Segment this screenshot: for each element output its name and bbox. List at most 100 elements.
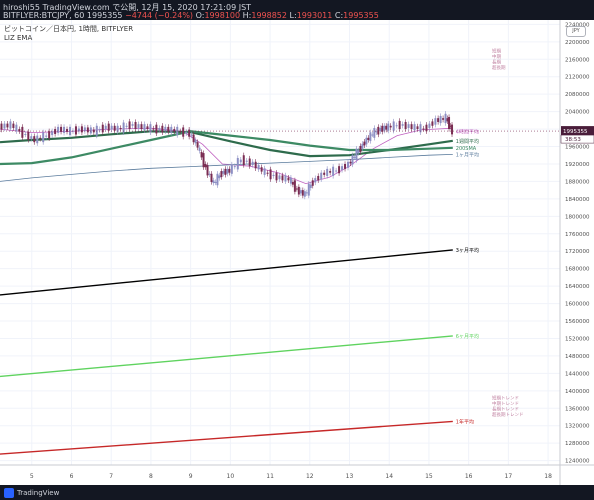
symbol-ohlc-line: BITFLYER:BTCJPY, 60 1995355 −4744 (−0.24… <box>3 11 379 20</box>
candle-body <box>104 125 107 130</box>
candle-body <box>51 131 54 136</box>
candle-body <box>36 135 39 144</box>
candle-body <box>251 161 254 166</box>
candle-body <box>275 172 278 181</box>
candle-body <box>404 121 407 130</box>
current-price-tag: 1995355 <box>563 129 588 135</box>
candle-body <box>295 188 298 190</box>
candle-body <box>119 127 122 130</box>
candle-body <box>179 131 182 133</box>
chart-footer-bar: TradingView <box>0 485 594 500</box>
x-tick-label: 15 <box>425 473 433 480</box>
indicator-line <box>0 130 453 166</box>
candle-body <box>416 126 419 130</box>
candle-body <box>392 121 395 131</box>
candle-body <box>309 184 312 188</box>
tradingview-logo-text: TradingView <box>17 489 60 497</box>
candle-body <box>266 172 269 174</box>
y-tick-label: 1960000 <box>565 145 590 151</box>
candle-body <box>410 124 413 130</box>
candle-body <box>63 126 66 133</box>
y-tick-label: 1520000 <box>565 336 590 342</box>
candle-body <box>57 126 60 133</box>
candle-body <box>407 124 410 128</box>
price-chart[interactable]: 2240000 2200000 2160000 2120000 2080000 20400… <box>0 20 594 485</box>
candle-body <box>373 127 376 138</box>
candle-body <box>281 175 284 181</box>
candle-body <box>442 118 445 120</box>
tradingview-logo[interactable]: TradingView <box>4 488 64 498</box>
candle-body <box>428 123 431 128</box>
candle-body <box>359 145 362 152</box>
x-tick-label: 9 <box>189 473 193 480</box>
candle-body <box>263 168 266 175</box>
legend-note: 超長期トレンド <box>492 411 524 418</box>
candle-body <box>341 166 344 170</box>
candle-body <box>335 170 338 172</box>
candle-body <box>303 191 306 197</box>
candle-body <box>230 164 233 174</box>
candle-body <box>224 168 227 175</box>
candle-body <box>383 125 386 131</box>
candle-body <box>158 127 161 131</box>
candle-body <box>338 166 341 174</box>
candle-body <box>437 118 440 122</box>
legend-note: 中期トレンド <box>492 400 519 407</box>
x-tick-label: 17 <box>505 473 513 480</box>
candle-body <box>425 124 428 132</box>
y-tick-label: 1320000 <box>565 424 590 430</box>
chart-legend-title: ビットコイン／日本円, 1時間, BITFLYER <box>4 24 133 33</box>
candle-body <box>272 174 275 176</box>
candle-body <box>233 166 236 168</box>
candle-body <box>18 129 21 132</box>
candle-body <box>323 172 326 175</box>
candle-body <box>143 124 146 131</box>
indicator-label: 3ヶ月平均 <box>456 247 479 254</box>
candle-body <box>226 168 229 174</box>
y-tick-label: 1400000 <box>565 389 590 395</box>
y-tick-label: 1360000 <box>565 406 590 412</box>
candle-body <box>80 126 83 133</box>
last-price: 1995355 <box>86 11 123 20</box>
candle-body <box>152 128 155 130</box>
candle-body <box>48 131 51 139</box>
candle-body <box>206 165 209 176</box>
candle-body <box>401 124 404 126</box>
currency-badge[interactable]: JPY <box>566 26 586 37</box>
candle-body <box>254 161 257 169</box>
candle-body <box>349 161 352 164</box>
legend-note: 中期 <box>492 53 501 60</box>
candle-body <box>257 165 260 170</box>
legend-note: 短期トレンド <box>492 395 519 402</box>
x-tick-label: 18 <box>544 473 552 480</box>
x-tick-label: 7 <box>109 473 113 480</box>
candle-body <box>60 126 63 132</box>
indicator-label: 1年平均 <box>456 418 474 425</box>
candle-body <box>188 129 191 137</box>
x-tick-label: 14 <box>385 473 393 480</box>
candle-body <box>305 192 308 194</box>
candle-body <box>431 121 434 126</box>
candle-body <box>161 125 164 133</box>
candle-body <box>389 125 392 128</box>
candle-body <box>122 122 125 133</box>
candle-body <box>371 134 374 136</box>
candle-body <box>125 125 128 127</box>
candle-body <box>387 123 390 131</box>
candle-body <box>451 124 454 135</box>
publish-info: hiroshi55 TradingView.com で公開, 12月 15, 2… <box>3 3 252 12</box>
candle-body <box>110 125 113 130</box>
candle-body <box>131 124 134 126</box>
candle-body <box>332 166 335 176</box>
candle-body <box>140 124 143 130</box>
candle-body <box>83 127 86 132</box>
candle-body <box>351 155 354 165</box>
candle-body <box>33 136 36 143</box>
candle-body <box>98 129 101 131</box>
indicator-label: 4時間平均 <box>456 128 479 135</box>
candle-body <box>395 125 398 127</box>
candle-body <box>317 175 320 181</box>
candle-body <box>167 126 170 132</box>
close-value: 1995355 <box>343 11 379 20</box>
candle-body <box>347 161 350 168</box>
